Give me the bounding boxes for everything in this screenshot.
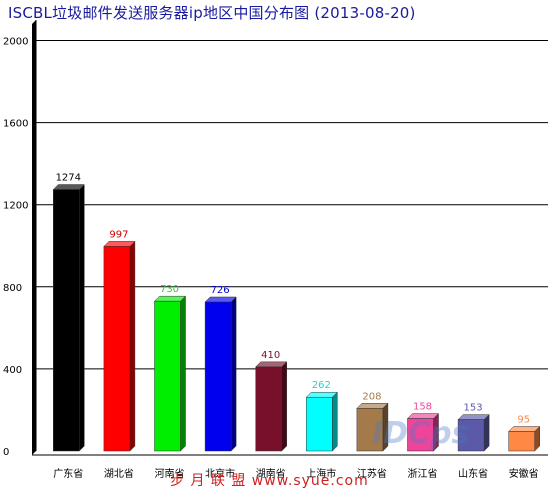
bar-top [52, 184, 85, 190]
bar-top [255, 361, 288, 368]
bar-side [129, 240, 136, 452]
bar-value-label: 262 [312, 380, 331, 391]
bar-value-label: 95 [517, 415, 530, 426]
y-tick-label: 2000 [3, 37, 28, 48]
chart-title: ISCBL垃圾邮件发送服务器ip地区中国分布图 (2013-08-20) [8, 4, 416, 22]
bar-value-label: 153 [464, 403, 483, 414]
bar [53, 189, 80, 452]
bar-value-label: 158 [413, 402, 432, 413]
bar-side [230, 296, 237, 452]
x-tick-label: 山东省 [458, 467, 488, 480]
x-tick-label: 浙江省 [408, 467, 438, 480]
watermark-text: 步 月 联 盟 www.syue.com [170, 473, 369, 489]
bar [407, 418, 434, 452]
bar-top [305, 391, 338, 398]
x-tick-label: 北京市 [205, 467, 235, 480]
bar [255, 366, 282, 452]
x-tick-label: 河南省 [155, 467, 185, 480]
bar-value-label: 1274 [56, 173, 81, 184]
y-axis-bar [32, 20, 36, 455]
bar-side [332, 391, 338, 452]
y-tick-label: 400 [3, 365, 22, 376]
bar [204, 301, 232, 452]
bar [457, 419, 485, 452]
x-tick-label: 上海市 [306, 467, 336, 480]
y-tick-label: 1600 [3, 119, 28, 130]
bar-value-label: 997 [109, 229, 128, 240]
x-tick-label: 江苏省 [357, 467, 387, 480]
bar-side [483, 413, 490, 452]
bar [306, 396, 333, 452]
bar [103, 246, 131, 452]
y-tick-label: 0 [3, 447, 9, 458]
bar-side [79, 183, 85, 452]
y-tick-label: 1200 [3, 201, 28, 212]
x-tick-label: 湖北省 [104, 467, 134, 480]
bar-top [508, 426, 541, 432]
bar-value-label: 730 [160, 284, 179, 295]
x-tick-label: 湖南省 [256, 467, 286, 480]
x-tick-label: 安徽省 [509, 467, 539, 480]
bar-top [153, 295, 187, 302]
bar-value-label: 726 [211, 285, 230, 296]
bar [356, 408, 384, 452]
bar-top [356, 403, 389, 409]
x-tick-label: 广东省 [53, 467, 83, 480]
watermark-logo: IDCps [372, 416, 469, 451]
bar-top [103, 241, 136, 247]
bar-top [204, 296, 237, 303]
bar-value-label: 208 [362, 391, 381, 402]
bar [508, 431, 535, 452]
y-tick-label: 800 [3, 283, 22, 294]
bar-side [180, 295, 186, 452]
bar [154, 300, 181, 452]
bar-side [281, 361, 287, 452]
bar-value-label: 410 [261, 350, 280, 361]
